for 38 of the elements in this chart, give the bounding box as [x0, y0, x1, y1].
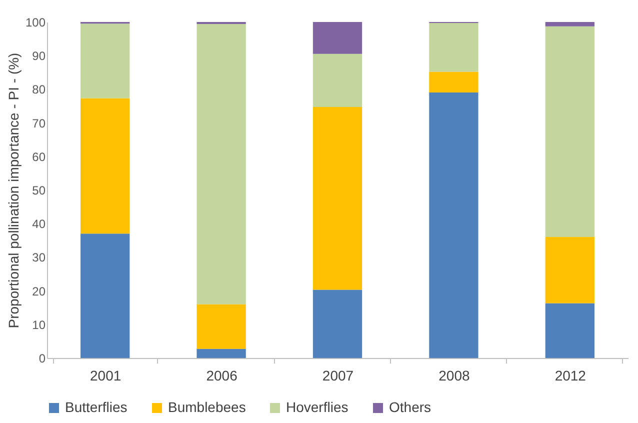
legend-label: Butterflies	[65, 399, 128, 415]
bar	[196, 304, 246, 349]
y-tick-label: 0	[38, 352, 46, 366]
legend-label: Others	[389, 399, 432, 415]
bar	[545, 26, 594, 238]
y-tick-label: 70	[32, 116, 46, 130]
y-tick-label: 100	[25, 16, 46, 30]
bar	[312, 54, 362, 108]
bar	[80, 98, 130, 234]
y-tick-label: 30	[32, 250, 46, 265]
y-tick-label: 40	[32, 217, 46, 232]
legend-label: Bumblebees	[168, 399, 246, 415]
legend-label: Hoverflies	[286, 399, 348, 415]
bar	[429, 72, 478, 93]
x-tick-label: 2007	[322, 368, 354, 384]
x-tick-label: 2001	[90, 368, 122, 384]
x-tick-label: 2012	[554, 368, 586, 384]
bar	[312, 22, 362, 54]
bar	[429, 23, 478, 72]
bar	[545, 237, 594, 304]
bar	[80, 24, 130, 98]
x-tick-label: 2006	[206, 368, 238, 384]
y-axis-title: Proportional pollination importance - PI - (%)	[5, 52, 22, 328]
bar	[312, 290, 362, 358]
y-tick-label: 20	[32, 284, 46, 298]
x-tick-label: 2008	[438, 368, 470, 384]
bar	[545, 22, 594, 26]
bar	[196, 24, 246, 304]
bar	[196, 348, 246, 358]
bar	[312, 107, 362, 290]
bar	[545, 303, 594, 358]
y-tick-label: 10	[32, 318, 46, 332]
bar	[429, 92, 478, 358]
y-tick-label: 90	[32, 49, 46, 64]
bar	[80, 234, 130, 358]
y-tick-label: 50	[32, 184, 46, 198]
y-tick-label: 80	[32, 82, 46, 97]
y-tick-label: 60	[32, 150, 46, 164]
